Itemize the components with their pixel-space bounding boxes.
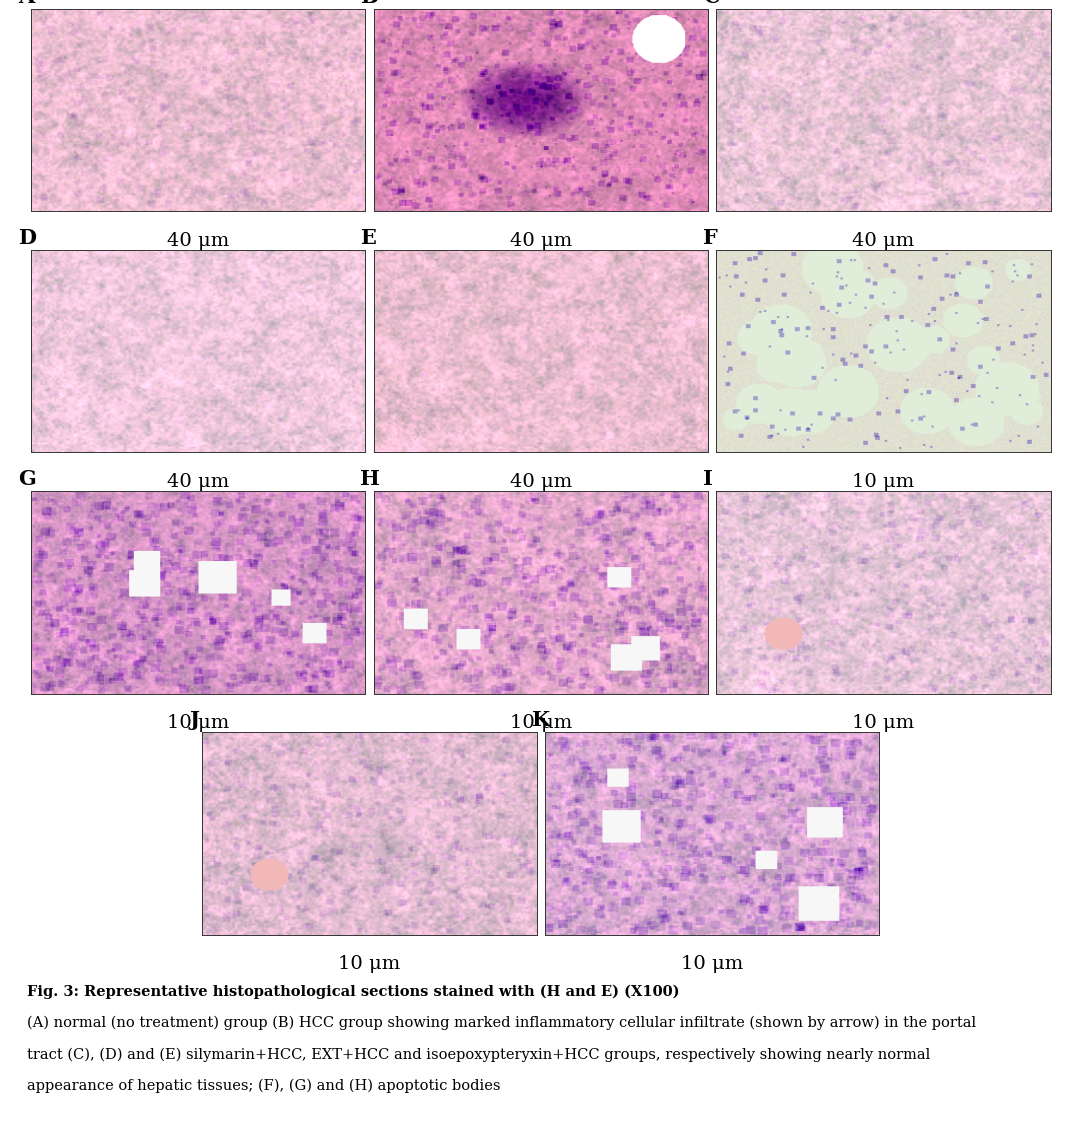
Text: Fig. 3: Representative histopathological sections stained with (H and E) (X100): Fig. 3: Representative histopathological… (27, 984, 679, 999)
Text: F: F (704, 228, 718, 248)
Text: 10 μm: 10 μm (853, 713, 915, 731)
Text: C: C (704, 0, 720, 7)
Text: J: J (190, 710, 199, 730)
Text: G: G (18, 469, 35, 489)
Text: 40 μm: 40 μm (510, 472, 572, 490)
Text: I: I (704, 469, 713, 489)
Text: appearance of hepatic tissues; (F), (G) and (H) apoptotic bodies: appearance of hepatic tissues; (F), (G) … (27, 1079, 500, 1094)
Text: 40 μm: 40 μm (853, 232, 915, 250)
Text: 40 μm: 40 μm (167, 472, 229, 490)
Text: A: A (18, 0, 34, 7)
Text: tract (C), (D) and (E) silymarin+HCC, EXT+HCC and isoepoxypteryxin+HCC groups, r: tract (C), (D) and (E) silymarin+HCC, EX… (27, 1047, 930, 1062)
Text: (A) normal (no treatment) group (B) HCC group showing marked inflammatory cellul: (A) normal (no treatment) group (B) HCC … (27, 1016, 976, 1030)
Text: 10 μm: 10 μm (510, 713, 572, 731)
Text: E: E (361, 228, 376, 248)
Text: H: H (361, 469, 380, 489)
Text: 10 μm: 10 μm (167, 713, 229, 731)
Text: B: B (361, 0, 378, 7)
Text: D: D (18, 228, 35, 248)
Text: K: K (532, 710, 549, 730)
Text: 10 μm: 10 μm (853, 472, 915, 490)
Text: 40 μm: 40 μm (167, 232, 229, 250)
Text: 10 μm: 10 μm (338, 955, 401, 973)
Text: 40 μm: 40 μm (510, 232, 572, 250)
Text: 10 μm: 10 μm (681, 955, 743, 973)
